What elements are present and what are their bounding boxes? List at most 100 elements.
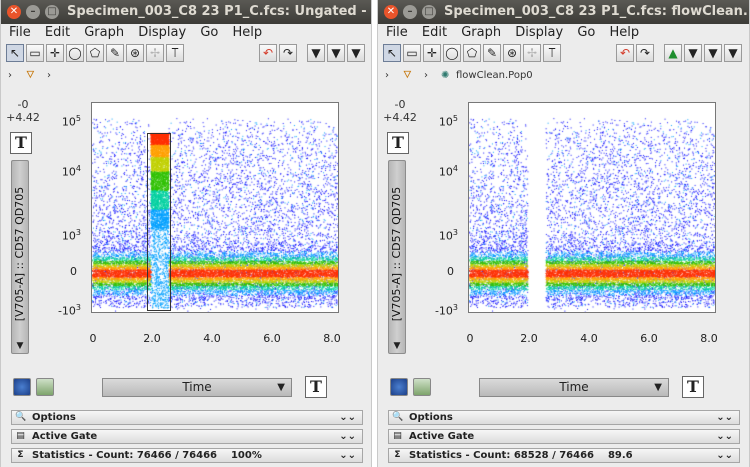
pointer-icon[interactable]: ↖	[383, 44, 401, 62]
pencil-icon[interactable]: ✎	[106, 44, 124, 62]
spider-gate-icon[interactable]: ⊛	[503, 44, 521, 62]
statistics-panel[interactable]: Σ Statistics - Count: 76466 / 76466 100%…	[11, 448, 363, 463]
text-format-button[interactable]: T	[682, 376, 704, 398]
dot-plot[interactable]	[468, 102, 716, 313]
trisector-icon[interactable]: ⟙	[166, 44, 184, 62]
close-icon[interactable]: ✕	[384, 5, 398, 19]
down-icon[interactable]: ▼	[347, 44, 365, 62]
menu-display[interactable]: Display	[515, 25, 564, 40]
menu-edit[interactable]: Edit	[421, 25, 448, 40]
rectangle-gate-icon[interactable]: ▭	[26, 44, 44, 62]
minimize-icon[interactable]: –	[403, 5, 417, 19]
redo-icon[interactable]: ↷	[636, 44, 654, 62]
y-axis-label: [V705-A] :: CD57 QD705	[390, 186, 403, 322]
tube-icon[interactable]: 🜄	[26, 70, 35, 81]
panel-label: Options	[32, 412, 76, 423]
layers-icon[interactable]	[13, 378, 31, 396]
previous-icon[interactable]: ▼	[684, 44, 702, 62]
active-gate-panel[interactable]: ▤ Active Gate ⌄⌄	[388, 429, 740, 444]
scale-bottom: +4.42	[6, 111, 40, 124]
sigma-icon: Σ	[17, 450, 24, 460]
scale-labels: -0 +4.42	[380, 98, 420, 124]
layers-icon[interactable]	[390, 378, 408, 396]
down-icon[interactable]: ▼	[724, 44, 742, 62]
active-gate-panel[interactable]: ▤ Active Gate ⌄⌄	[11, 429, 363, 444]
spider-gate-icon[interactable]: ⊛	[126, 44, 144, 62]
quadrant-alt-icon[interactable]: ✢	[523, 44, 541, 62]
y-tick: 105	[61, 114, 81, 129]
close-icon[interactable]: ✕	[7, 5, 21, 19]
quadrant-icon[interactable]: ✛	[423, 44, 441, 62]
menu-edit[interactable]: Edit	[44, 25, 71, 40]
y-axis-selector[interactable]: [V705-A] :: CD57 QD705 ▼	[388, 160, 406, 354]
undo-icon[interactable]: ↶	[259, 44, 277, 62]
previous-icon[interactable]: ▼	[307, 44, 325, 62]
menu-help[interactable]: Help	[232, 25, 263, 40]
tube-icon[interactable]: 🜄	[403, 70, 412, 81]
chevron-right-icon[interactable]: ›	[424, 70, 428, 81]
ellipse-gate-icon[interactable]: ◯	[443, 44, 461, 62]
polygon-gate-icon[interactable]: ⬠	[463, 44, 481, 62]
menu-go[interactable]: Go	[577, 25, 596, 40]
minimize-icon[interactable]: –	[26, 5, 40, 19]
polygon-gate-icon[interactable]: ⬠	[86, 44, 104, 62]
text-format-button[interactable]: T	[305, 376, 327, 398]
menu-file[interactable]: File	[386, 25, 408, 40]
maximize-icon[interactable]: □	[422, 5, 436, 19]
menu-graph[interactable]: Graph	[461, 25, 502, 40]
text-format-button[interactable]: T	[387, 132, 409, 154]
up-icon[interactable]: ▲	[664, 44, 682, 62]
flowjo-window-ungated: ✕ – □ Specimen_003_C8 23 P1_C.fcs: Ungat…	[0, 0, 372, 467]
y-axis-selector[interactable]: [V705-A] :: CD57 QD705 ▼	[11, 160, 29, 354]
scale-top: -0	[394, 98, 406, 111]
y-tick: 0	[447, 265, 454, 278]
options-panel[interactable]: 🔍 Options ⌄⌄	[11, 410, 363, 425]
options-panel[interactable]: 🔍 Options ⌄⌄	[388, 410, 740, 425]
redo-icon[interactable]: ↷	[279, 44, 297, 62]
x-tick: 0	[89, 332, 97, 345]
copy-settings-icon[interactable]	[36, 378, 54, 396]
quadrant-alt-icon[interactable]: ✢	[146, 44, 164, 62]
y-tick: 105	[438, 114, 458, 129]
undo-icon[interactable]: ↶	[616, 44, 634, 62]
menu-go[interactable]: Go	[200, 25, 219, 40]
ellipse-gate-icon[interactable]: ◯	[66, 44, 84, 62]
density-canvas	[469, 103, 715, 312]
chevron-right-icon[interactable]: ›	[385, 70, 389, 81]
chevron-right-icon[interactable]: ›	[8, 70, 12, 81]
menu-bar: File Edit Graph Display Go Help	[1, 24, 371, 42]
y-tick: 103	[61, 228, 81, 243]
x-axis-selector[interactable]: Time ▼	[479, 378, 669, 397]
pointer-icon[interactable]: ↖	[6, 44, 24, 62]
rectangle-gate-icon[interactable]: ▭	[403, 44, 421, 62]
breadcrumb-population[interactable]: flowClean.Pop0	[456, 70, 533, 81]
text-format-button[interactable]: T	[10, 132, 32, 154]
next-icon[interactable]: ▼	[704, 44, 722, 62]
sigma-icon: Σ	[394, 450, 401, 460]
menu-graph[interactable]: Graph	[84, 25, 125, 40]
x-axis-selector[interactable]: Time ▼	[102, 378, 292, 397]
menu-file[interactable]: File	[9, 25, 31, 40]
quadrant-icon[interactable]: ✛	[46, 44, 64, 62]
chevron-down-icon: ⌄⌄	[716, 412, 733, 423]
pencil-icon[interactable]: ✎	[483, 44, 501, 62]
x-tick: 6.0	[640, 332, 658, 345]
breadcrumb: › 🜄 ›	[1, 68, 371, 84]
gate-toolbar: ↖ ▭ ✛ ◯ ⬠ ✎ ⊛ ✢ ⟙ ↶ ↷ ▼ ▼ ▼	[1, 43, 371, 65]
panel-label: Active Gate	[409, 431, 475, 442]
copy-settings-icon[interactable]	[413, 378, 431, 396]
title-bar[interactable]: ✕ – □ Specimen_003_C8 23 P1_C.fcs: Ungat…	[1, 0, 371, 24]
dot-plot[interactable]	[91, 102, 339, 313]
x-axis-label: Time	[559, 380, 589, 394]
trisector-icon[interactable]: ⟙	[543, 44, 561, 62]
title-bar[interactable]: ✕ – □ Specimen_003_C8 23 P1_C.fcs: flowC…	[378, 0, 749, 24]
gate-toolbar: ↖ ▭ ✛ ◯ ⬠ ✎ ⊛ ✢ ⟙ ↶ ↷ ▲ ▼ ▼ ▼	[378, 43, 749, 65]
menu-help[interactable]: Help	[609, 25, 640, 40]
chevron-right-icon[interactable]: ›	[47, 70, 51, 81]
maximize-icon[interactable]: □	[45, 5, 59, 19]
chevron-down-icon: ⌄⌄	[339, 450, 356, 461]
y-tick: 104	[438, 164, 458, 179]
statistics-panel[interactable]: Σ Statistics - Count: 68528 / 76466 89.6…	[388, 448, 740, 463]
menu-display[interactable]: Display	[138, 25, 187, 40]
next-icon[interactable]: ▼	[327, 44, 345, 62]
